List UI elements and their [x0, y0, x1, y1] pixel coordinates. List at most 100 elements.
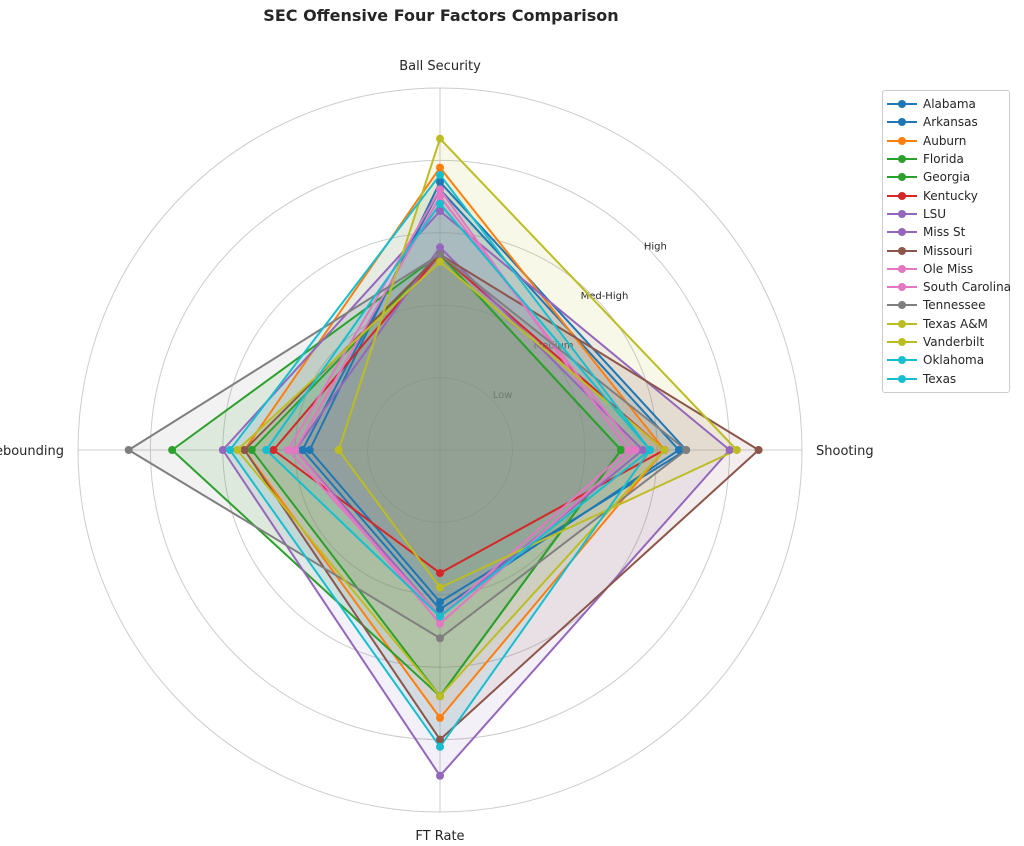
- ring-label: High: [644, 242, 667, 253]
- legend-swatch: [887, 355, 917, 365]
- data-point: [298, 446, 307, 454]
- data-point: [240, 446, 249, 454]
- data-point: [233, 446, 242, 454]
- legend-label: Arkansas: [923, 115, 978, 130]
- data-point: [218, 446, 227, 454]
- data-point: [624, 446, 633, 454]
- chart-title: SEC Offensive Four Factors Comparison: [263, 6, 619, 25]
- ring-label: Low: [493, 390, 513, 401]
- legend-label: Kentucky: [923, 188, 978, 203]
- series-area: [244, 167, 665, 718]
- data-point: [436, 634, 444, 643]
- series-area: [244, 254, 759, 740]
- series-area: [302, 189, 679, 610]
- legend-item: Florida: [883, 150, 1009, 168]
- data-point: [732, 446, 741, 454]
- data-point: [436, 605, 444, 614]
- legend-item: Alabama: [883, 95, 1009, 113]
- legend-swatch: [887, 191, 917, 201]
- data-point: [436, 170, 444, 179]
- legend-item: South Carolina: [883, 278, 1012, 296]
- legend-item: Arkansas: [883, 113, 1009, 131]
- data-point: [436, 583, 444, 592]
- legend-label: Vanderbilt: [923, 335, 985, 349]
- legend-swatch: [887, 154, 917, 164]
- legend-swatch: [887, 264, 917, 274]
- data-point: [436, 199, 444, 208]
- data-point: [226, 446, 235, 454]
- data-point: [682, 446, 691, 454]
- data-point: [124, 446, 133, 454]
- legend-item: Tennessee: [883, 296, 1009, 314]
- data-point: [247, 446, 256, 454]
- legend-swatch: [887, 300, 917, 310]
- data-point: [617, 446, 625, 454]
- series-markers: [124, 134, 763, 780]
- legend-label: Auburn: [923, 133, 967, 148]
- data-point: [725, 446, 734, 454]
- legend-swatch: [887, 227, 917, 237]
- data-point: [436, 178, 444, 187]
- data-point: [638, 446, 647, 454]
- legend-label: Georgia: [923, 170, 971, 185]
- data-point: [674, 446, 683, 454]
- data-point: [436, 771, 444, 780]
- legend-label: Tennessee: [923, 298, 986, 313]
- legend-swatch: [887, 319, 917, 329]
- legend-item: Oklahoma: [883, 351, 1009, 369]
- axis-label: FT Rate: [415, 829, 464, 844]
- data-point: [436, 598, 444, 607]
- legend-swatch: [887, 136, 917, 146]
- legend-swatch: [887, 282, 917, 292]
- legend-label: Florida: [923, 152, 964, 167]
- legend-item: Vanderbilt: [883, 333, 1009, 351]
- data-point: [436, 619, 444, 628]
- data-point: [436, 250, 444, 259]
- data-point: [436, 163, 444, 172]
- data-point: [436, 257, 444, 266]
- legend-label: Texas A&M: [923, 316, 988, 331]
- legend-swatch: [887, 117, 917, 127]
- axis-labels: Ball Security Shooting FT Rate Off Reboundi…: [0, 59, 874, 844]
- legend-label: Miss St: [923, 225, 966, 240]
- series-fills: [128, 138, 759, 776]
- legend-item: Ole Miss: [883, 260, 1009, 278]
- legend-item: Texas A&M: [883, 315, 1009, 333]
- legend-swatch: [887, 246, 917, 256]
- legend-label: Texas: [923, 371, 957, 386]
- legend-item: Miss St: [883, 223, 1009, 241]
- legend-item: Kentucky: [883, 186, 1009, 204]
- legend-label: Ole Miss: [923, 261, 974, 276]
- data-point: [436, 735, 444, 744]
- data-point: [436, 569, 444, 578]
- legend-item: Georgia: [883, 168, 1009, 186]
- data-point: [436, 612, 444, 621]
- legend-label: Oklahoma: [923, 353, 985, 368]
- data-point: [631, 446, 640, 454]
- series-area: [266, 203, 650, 617]
- legend-item: Missouri: [883, 241, 1009, 259]
- data-point: [645, 446, 654, 454]
- data-point: [436, 742, 444, 751]
- axis-label: Off Rebounding: [0, 444, 64, 459]
- data-point: [291, 446, 300, 454]
- legend-swatch: [887, 337, 917, 347]
- series-area: [288, 189, 629, 617]
- data-point: [436, 185, 444, 194]
- legend-swatch: [887, 99, 917, 109]
- data-point: [436, 207, 444, 216]
- data-point: [436, 713, 444, 722]
- data-point: [168, 446, 177, 454]
- data-point: [436, 134, 444, 143]
- axis-label: Shooting: [816, 444, 874, 459]
- data-point: [660, 446, 669, 454]
- legend-swatch: [887, 374, 917, 384]
- data-point: [436, 192, 444, 201]
- legend-label: Alabama: [923, 97, 976, 112]
- legend-label: South Carolina: [923, 280, 1012, 295]
- legend-label: Missouri: [923, 243, 973, 258]
- data-point: [305, 446, 314, 454]
- legend: Alabama Arkansas Auburn Florida Georgia Kentu…: [882, 90, 1012, 393]
- data-point: [754, 446, 763, 454]
- legend-item: LSU: [883, 205, 1009, 223]
